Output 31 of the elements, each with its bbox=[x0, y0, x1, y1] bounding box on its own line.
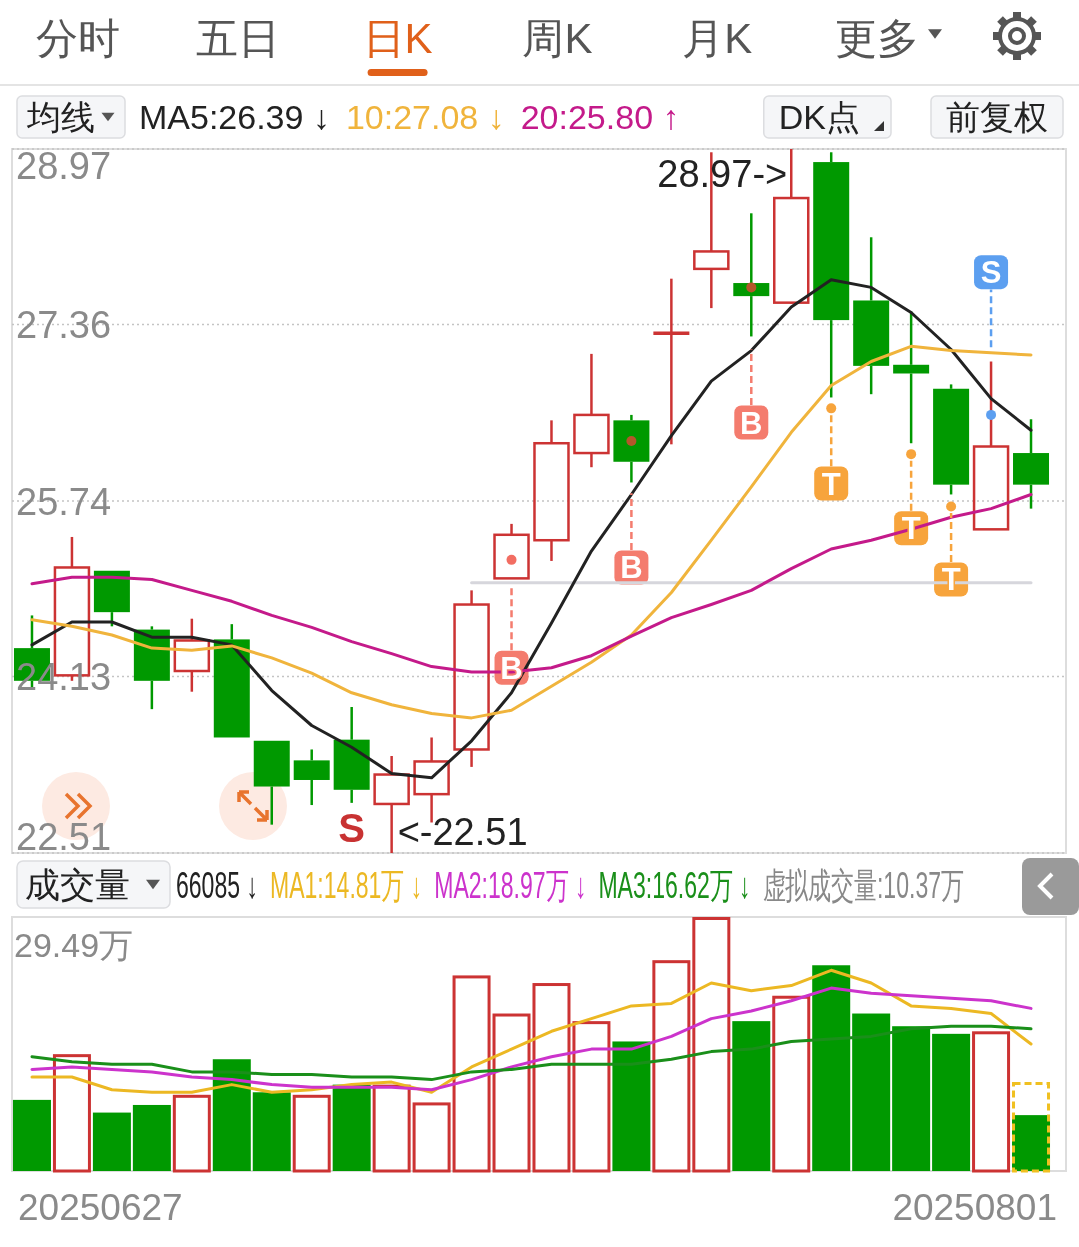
legend-entry: 10:27.08 ↓ bbox=[345, 98, 505, 136]
signal-label: T bbox=[821, 466, 841, 502]
y-tick-label: 27.36 bbox=[16, 304, 112, 347]
button-label: 前复权 bbox=[946, 98, 1048, 136]
legend-entry: MA5:26.39 ↓ bbox=[139, 98, 330, 136]
tab-label: 更多 bbox=[835, 15, 919, 62]
y-tick-label: 28.97 bbox=[16, 145, 112, 187]
date-label: 20250801 bbox=[892, 1187, 1057, 1228]
date-label: 20250627 bbox=[18, 1187, 183, 1228]
tab-label: 月K bbox=[682, 15, 753, 62]
legend-entry: 虚拟成交量:10.37万 bbox=[762, 865, 964, 905]
scale-label: 29.49万 bbox=[14, 926, 134, 964]
signal-label: B bbox=[620, 550, 643, 586]
button-label: DK点 bbox=[778, 98, 860, 136]
signal-label: B bbox=[740, 405, 763, 441]
legend-entry: 20:25.80 ↑ bbox=[520, 98, 680, 136]
y-tick-label: 25.74 bbox=[16, 481, 112, 523]
legend-title: 均线 bbox=[27, 98, 95, 136]
signal-label: S bbox=[980, 255, 1002, 291]
legend-title: 成交量 bbox=[25, 864, 130, 904]
y-tick-label: 22.51 bbox=[16, 816, 112, 858]
data-label: S bbox=[338, 805, 365, 850]
legend-entry: MA2:18.97万 ↓ bbox=[434, 865, 587, 905]
tab-label: 五日 bbox=[195, 15, 280, 62]
tab-label: 分时 bbox=[36, 15, 120, 62]
tab-label: 周K bbox=[522, 15, 593, 62]
legend-entry: 66085 ↓ bbox=[176, 865, 258, 905]
annotation: <-22.51 bbox=[397, 811, 528, 853]
legend-entry: MA3:16.62万 ↓ bbox=[598, 865, 751, 905]
tab-label: 日K bbox=[362, 15, 433, 62]
legend-entry: MA1:14.81万 ↓ bbox=[270, 865, 423, 905]
